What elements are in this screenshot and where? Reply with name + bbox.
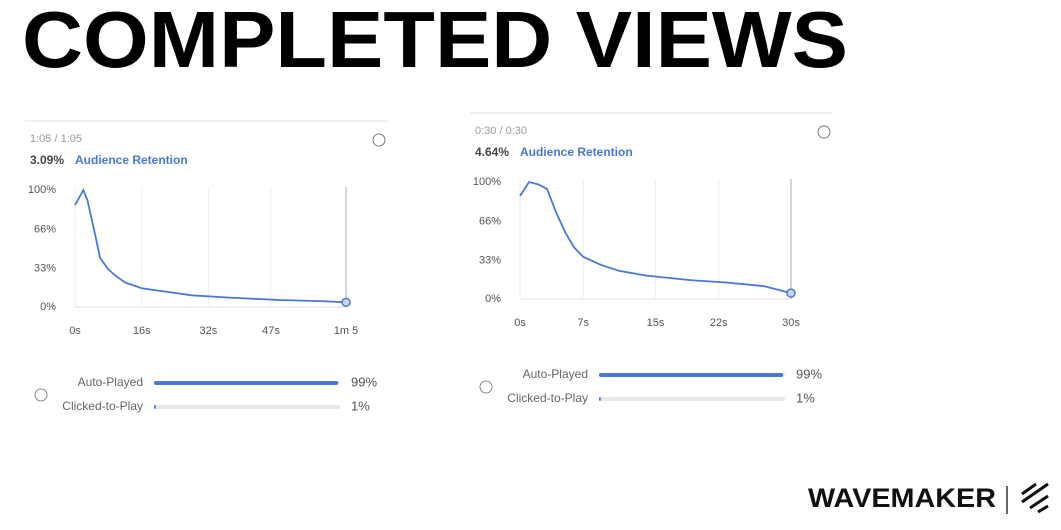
breakdown-label: Auto-Played xyxy=(523,367,588,381)
breakdown-label: Clicked-to-Play xyxy=(62,399,143,413)
retention-stat: 3.09% xyxy=(30,153,64,167)
breakdown-bar xyxy=(599,397,601,401)
breakdown-bar xyxy=(154,405,156,409)
info-icon xyxy=(817,125,831,139)
breakdown-track xyxy=(599,397,785,401)
x-tick-label: 47s xyxy=(262,325,280,337)
retention-stat: 4.64% xyxy=(475,145,509,159)
breakdown-bar xyxy=(599,373,784,377)
end-marker xyxy=(786,288,796,298)
slide-title: COMPLETED VIEWS xyxy=(22,0,848,84)
breakdown-track xyxy=(154,405,340,409)
radio-button xyxy=(479,380,493,394)
y-tick-label: 33% xyxy=(34,262,56,274)
y-tick-label: 100% xyxy=(473,176,501,188)
y-tick-label: 66% xyxy=(479,216,501,228)
x-tick-label: 0s xyxy=(514,317,526,329)
breakdown-value: 99% xyxy=(796,366,822,381)
y-tick-label: 66% xyxy=(34,224,56,236)
x-tick-label: 32s xyxy=(200,325,218,337)
breakdown-value: 1% xyxy=(796,390,815,405)
y-tick-label: 0% xyxy=(40,301,56,313)
chart-card: 0:30 / 0:30 4.64% Audience Retention 0% 33% 6… xyxy=(470,112,832,405)
x-tick-label: 22s xyxy=(710,317,728,329)
video-time: 0:30 / 0:30 xyxy=(475,125,527,137)
end-marker xyxy=(341,297,351,308)
logo: WAVEMAKER xyxy=(808,483,996,513)
retention-line xyxy=(519,180,792,295)
x-tick-label: 7s xyxy=(577,317,589,329)
x-tick-label: 1m 5 xyxy=(334,325,358,337)
radio-button xyxy=(34,388,48,402)
video-time: 1:05 / 1:05 xyxy=(30,133,82,145)
info-icon xyxy=(372,133,386,147)
x-tick-label: 16s xyxy=(133,325,151,337)
breakdown-value: 99% xyxy=(351,374,377,389)
y-tick-label: 100% xyxy=(28,184,56,196)
retention-label: Audience Retention xyxy=(520,145,633,159)
x-tick-label: 15s xyxy=(647,317,665,329)
x-tick-label: 0s xyxy=(69,325,81,337)
retention-line xyxy=(74,187,347,304)
retention-label: Audience Retention xyxy=(75,153,188,167)
breakdown-value: 1% xyxy=(351,398,370,413)
logo-icon xyxy=(1021,482,1049,514)
breakdown-label: Auto-Played xyxy=(78,375,143,389)
chart-card: 1:05 / 1:05 3.09% Audience Retention 0% 33% 6… xyxy=(25,120,387,413)
y-tick-label: 0% xyxy=(485,293,501,305)
breakdown-bar xyxy=(154,381,339,385)
y-tick-label: 33% xyxy=(479,254,501,266)
x-tick-label: 30s xyxy=(782,317,800,329)
breakdown-label: Clicked-to-Play xyxy=(507,391,588,405)
